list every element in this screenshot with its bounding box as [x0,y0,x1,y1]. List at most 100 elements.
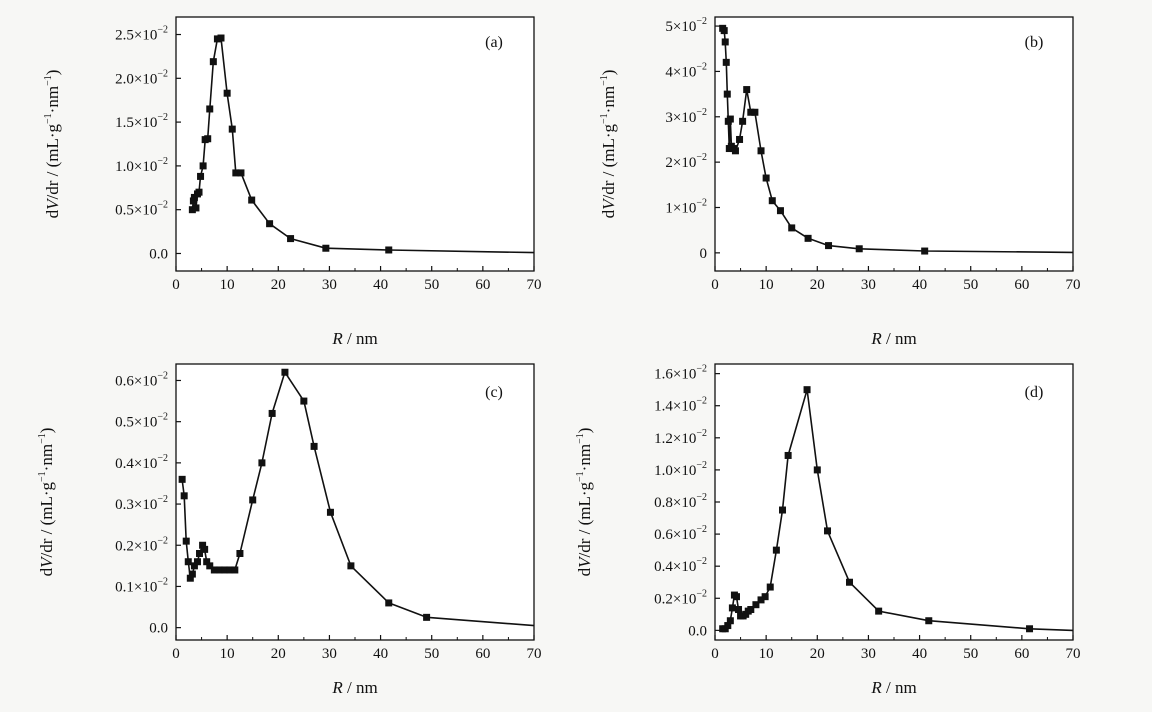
y-tick-label: 0.1×10−2 [115,576,168,595]
y-axis-text-end: ) [37,428,56,434]
y-tick-mantissa: 2.0×10 [115,71,157,87]
data-point [776,207,784,215]
plot-area [176,364,534,640]
y-tick-mantissa: 0.0 [688,623,707,639]
data-point [190,193,198,201]
y-axis-sup: −1 [43,75,54,86]
y-tick-exponent: −2 [157,156,168,167]
y-tick-mantissa: 0.0 [149,621,168,637]
y-axis-text-mid: ·nm [599,86,618,113]
y-tick-exponent: −2 [696,556,707,567]
y-tick-exponent: −2 [157,200,168,211]
data-point [322,244,330,252]
data-point [228,125,236,133]
y-tick-label: 3×10−2 [665,107,707,126]
y-axis-d: d [43,209,62,218]
x-tick-label: 0 [172,277,180,293]
panel-label: (b) [1025,34,1044,51]
y-tick-mantissa: 3×10 [665,110,696,126]
data-point [196,549,204,557]
data-point [237,169,245,177]
data-point [180,492,188,500]
data-point [178,475,186,483]
data-point [804,234,812,242]
data-point [203,558,211,566]
y-tick-label: 1.5×10−2 [115,112,168,131]
data-point [921,247,929,255]
data-point [199,541,207,549]
y-tick-label: 0.5×10−2 [115,412,168,431]
data-point [258,459,266,467]
y-tick-mantissa: 0.5×10 [115,203,157,219]
data-point [232,169,240,177]
y-axis-sup: −1 [599,113,610,124]
data-point [724,622,732,630]
data-point [248,196,256,204]
y-tick-exponent: −2 [157,112,168,123]
y-tick-label: 0.5×10−2 [115,200,168,219]
y-tick-exponent: −2 [157,453,168,464]
data-point [287,235,295,243]
data-point [300,397,308,405]
y-tick-mantissa: 4×10 [665,64,696,80]
y-tick-label: 1.4×10−2 [654,396,707,415]
y-axis-d: d [575,567,594,576]
y-axis-sup: −1 [37,471,48,482]
y-axis-d: d [37,567,56,576]
y-tick-exponent: −2 [696,588,707,599]
data-point [266,220,274,228]
data-point [752,601,760,609]
y-tick-exponent: −2 [157,576,168,587]
x-tick-label: 10 [220,646,235,662]
y-axis-variable: V [599,197,618,210]
y-tick-mantissa: 0.4×10 [654,559,696,575]
y-tick-label: 1.0×10−2 [115,156,168,175]
y-axis-text-mid: ·nm [43,86,62,113]
data-point [757,147,765,155]
data-point [231,566,239,574]
y-axis-text-mid: ·nm [37,444,56,471]
x-tick-label: 40 [373,277,388,293]
y-tick-exponent: −2 [696,460,707,471]
y-tick-label: 0.0 [149,621,168,637]
y-tick-exponent: −2 [157,68,168,79]
y-tick-exponent: −2 [696,107,707,118]
data-point [739,117,747,125]
x-axis-unit: / nm [882,329,917,348]
y-tick-mantissa: 0.1×10 [115,579,157,595]
data-point [223,89,231,97]
y-tick-label: 0.2×10−2 [654,588,707,607]
data-point [735,606,743,614]
y-tick-label: 2.5×10−2 [115,25,168,44]
data-point [925,617,933,625]
data-point [221,566,229,574]
x-tick-label: 0 [711,277,719,293]
x-tick-label: 10 [759,646,774,662]
data-point [236,549,244,557]
panel-d: R / nm dV/dr / (mL·g−1·nm−1) (d) 0 10 20 30… [575,363,1081,697]
y-tick-mantissa: 0.0 [149,246,168,262]
data-point [1026,625,1034,633]
data-point [772,546,780,554]
data-point [192,204,200,212]
y-tick-mantissa: 0.8×10 [654,495,696,511]
y-axis-variable: V [43,197,62,210]
y-tick-label: 0.4×10−2 [654,556,707,575]
data-point [743,86,751,94]
x-tick-label: 20 [271,646,286,662]
y-tick-exponent: −2 [157,412,168,423]
y-tick-mantissa: 1.0×10 [115,159,157,175]
data-point [788,224,796,232]
y-axis-sup: −1 [599,75,610,86]
y-tick-mantissa: 0.3×10 [115,497,157,513]
data-point [199,162,207,170]
y-tick-label: 0.0 [688,623,707,639]
data-point [204,135,212,143]
data-point [824,527,832,535]
y-tick-exponent: −2 [157,494,168,505]
data-point [186,574,194,582]
panel-a: R / nm dV/dr / (mL·g−1·nm−1) (a) 0 10 20 30… [43,16,542,348]
x-tick-label: 30 [861,277,876,293]
y-axis-label: dV/dr / (mL·g−1·nm−1) [575,428,594,577]
